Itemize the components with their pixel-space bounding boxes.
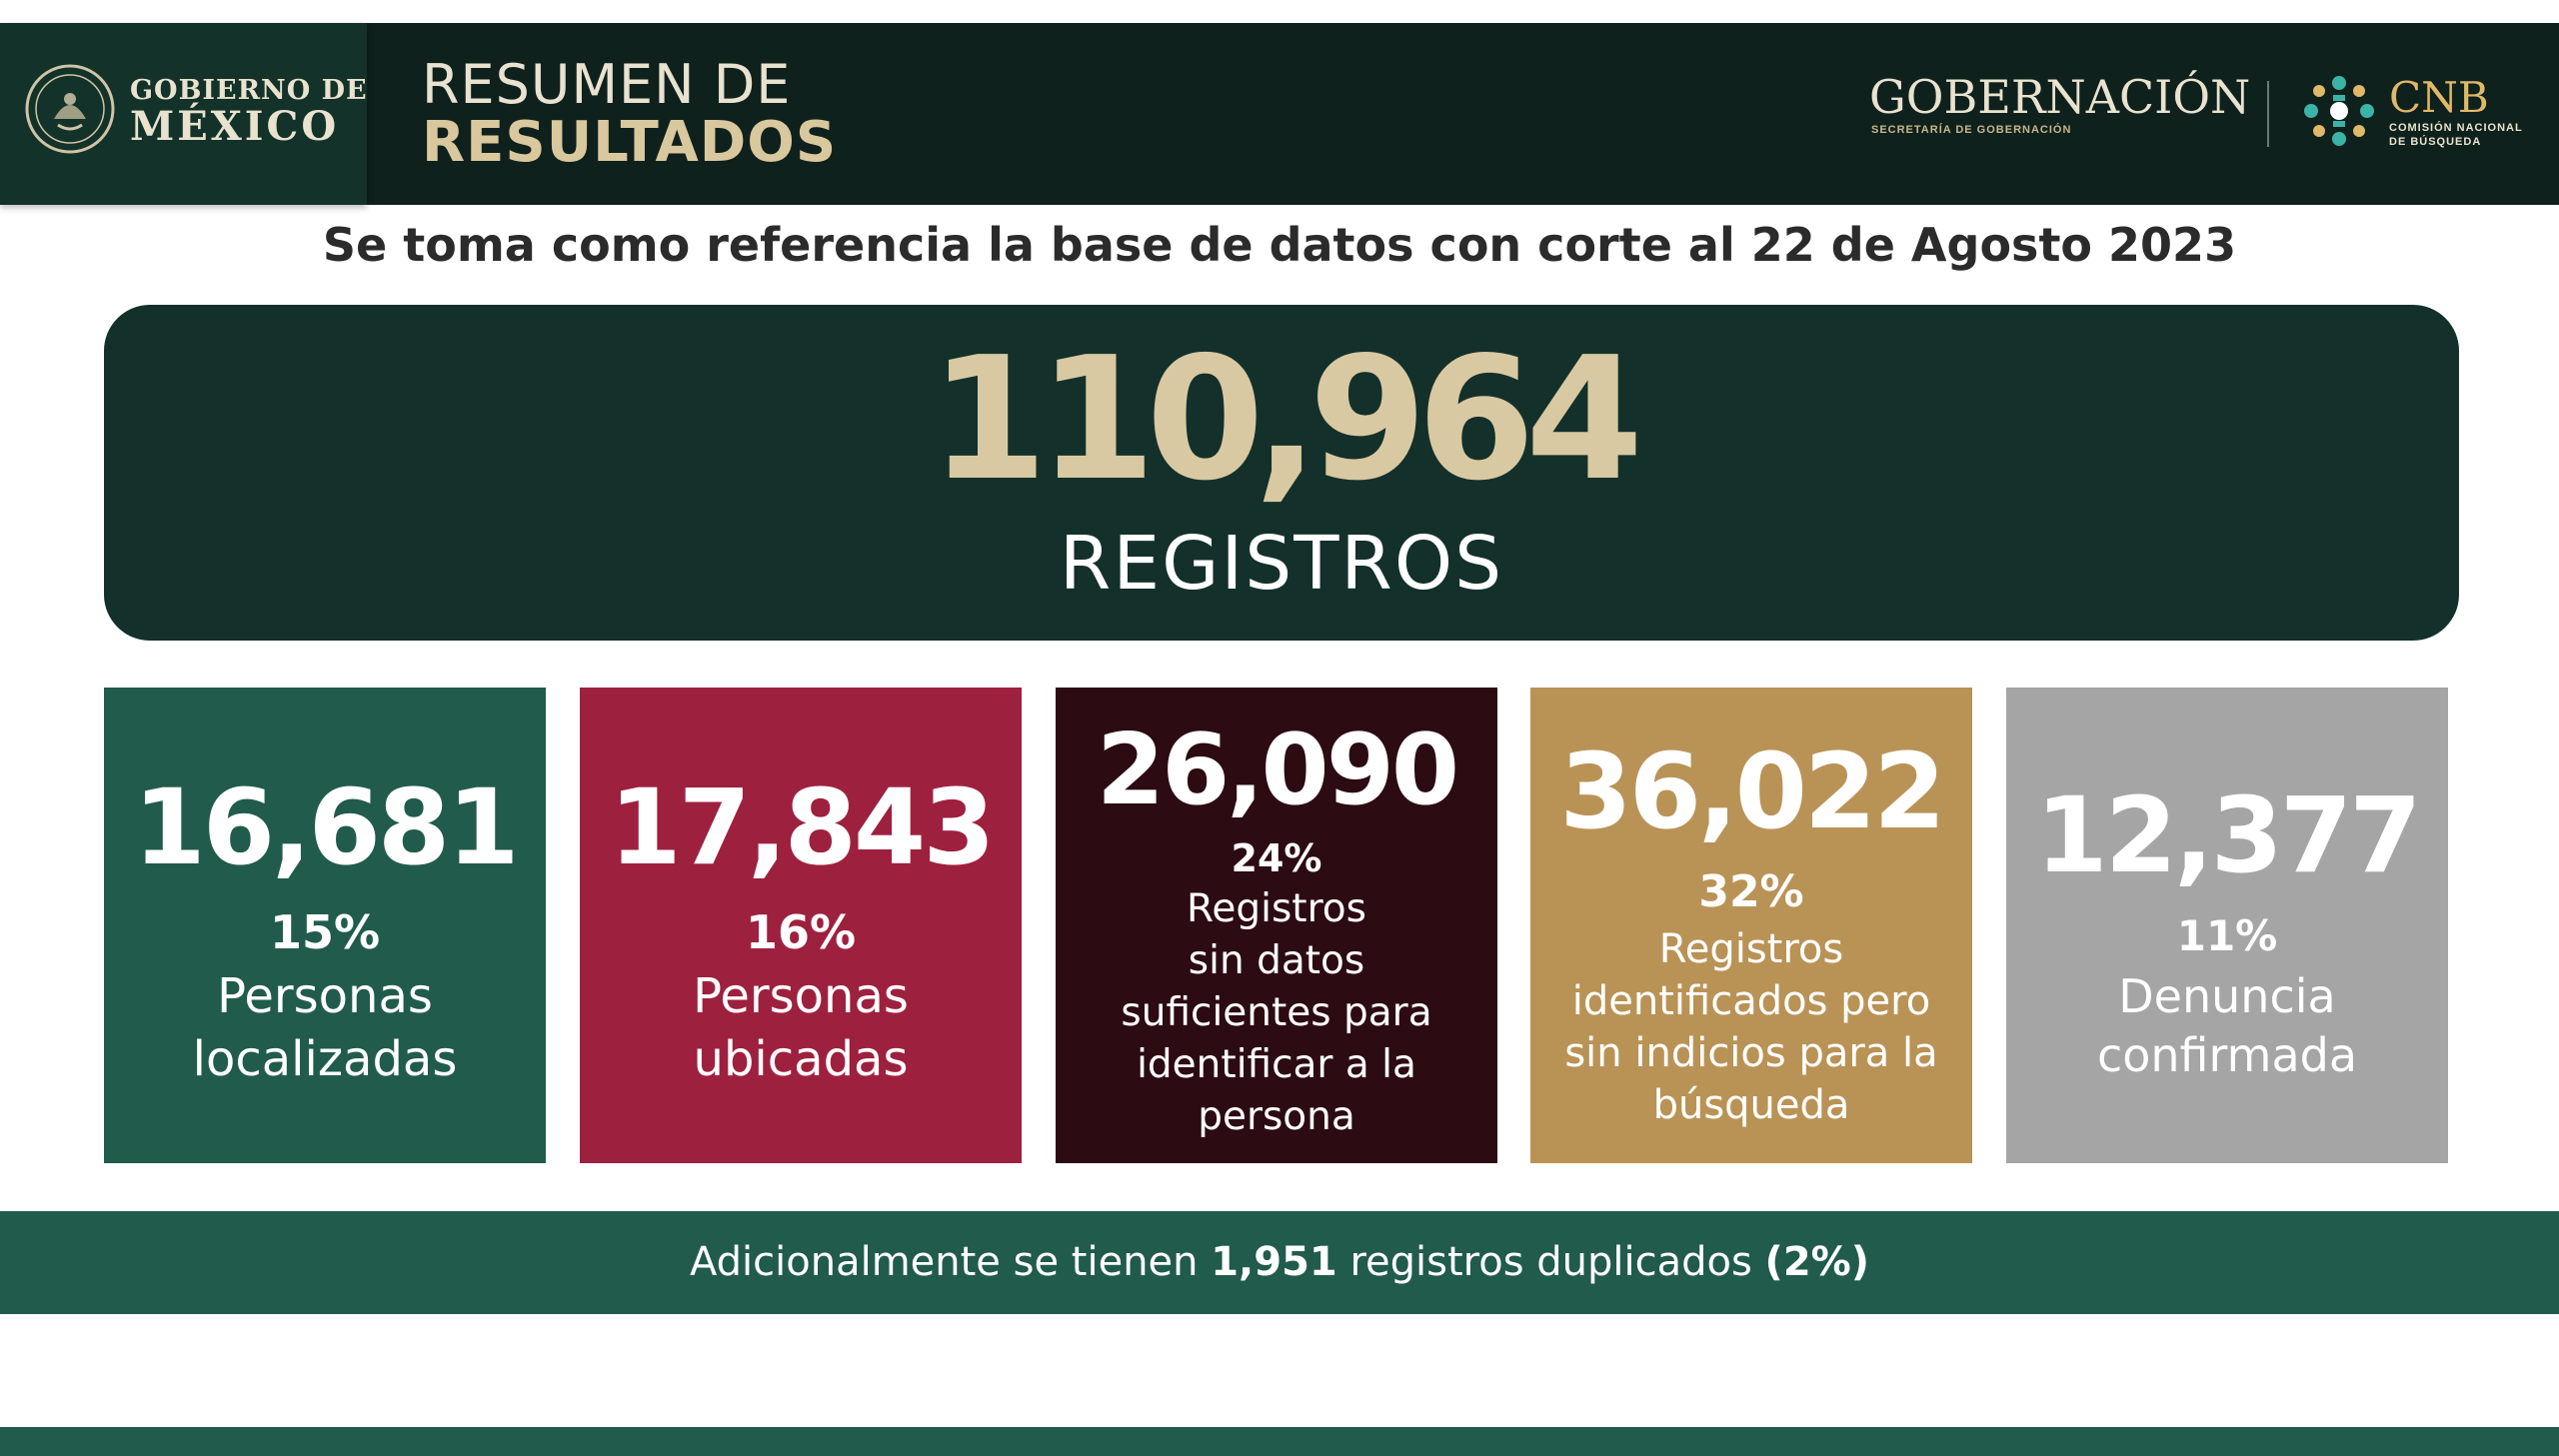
cnb-logo-icon bbox=[2304, 76, 2374, 146]
card-description: Registros identificados pero sin indicio… bbox=[1564, 926, 1938, 1128]
card-percent: 24% bbox=[1231, 836, 1322, 880]
gobierno-de-label: GOBIERNO DE bbox=[130, 75, 368, 106]
card-description: Denuncia confirmada bbox=[2096, 969, 2358, 1082]
header-divider bbox=[2267, 81, 2269, 147]
cnb-subtitle-line2: DE BÚSQUEDA bbox=[2389, 136, 2482, 148]
duplicates-middle: registros duplicados bbox=[1336, 1239, 1765, 1285]
card-denuncia-confirmada: 12,377 11% Denuncia confirmada bbox=[2006, 688, 2448, 1163]
card-personas-ubicadas: 17,843 16% Personas ubicadas bbox=[580, 688, 1022, 1163]
card-percent: 16% bbox=[745, 905, 857, 959]
card-description: Personas ubicadas bbox=[693, 968, 909, 1087]
card-percent: 32% bbox=[1698, 866, 1804, 917]
card-percent: 11% bbox=[2176, 911, 2278, 960]
total-registros-value: 110,964 bbox=[929, 321, 1643, 519]
duplicates-banner: Adicionalmente se tienen 1,951 registros… bbox=[0, 1211, 2559, 1314]
duplicates-prefix: Adicionalmente se tienen bbox=[689, 1239, 1212, 1285]
gobernacion-logo-text: GOBERNACIÓN bbox=[1869, 70, 2251, 124]
gobierno-de-mexico-logo: GOBIERNO DE MÉXICO bbox=[0, 23, 367, 205]
card-description: Registros sin datos suficientes para ide… bbox=[1121, 886, 1432, 1139]
card-value: 36,022 bbox=[1559, 730, 1945, 852]
total-registros-panel: 110,964 REGISTROS bbox=[104, 305, 2459, 641]
card-registros-identificados: 36,022 32% Registros identificados pero … bbox=[1530, 688, 1972, 1163]
card-value: 26,090 bbox=[1096, 714, 1459, 827]
total-registros-label: REGISTROS bbox=[1059, 521, 1504, 607]
card-value: 16,681 bbox=[133, 766, 519, 888]
cnb-subtitle-line1: COMISIÓN NACIONAL bbox=[2389, 122, 2523, 134]
card-value: 12,377 bbox=[2035, 774, 2421, 896]
card-percent: 15% bbox=[269, 905, 381, 959]
coat-of-arms-icon bbox=[25, 64, 115, 154]
duplicates-count: 1,951 bbox=[1211, 1239, 1337, 1285]
secretaria-label: SECRETARÍA DE GOBERNACIÓN bbox=[1871, 124, 2072, 136]
card-description: Personas localizadas bbox=[192, 968, 458, 1087]
card-value: 17,843 bbox=[609, 766, 995, 888]
cnb-logo-text: CNB bbox=[2389, 73, 2489, 122]
card-registros-sin-datos: 26,090 24% Registros sin datos suficient… bbox=[1056, 688, 1497, 1163]
card-personas-localizadas: 16,681 15% Personas localizadas bbox=[104, 688, 546, 1163]
bottom-decorative-band bbox=[0, 1427, 2559, 1456]
mexico-label: MÉXICO bbox=[130, 103, 340, 150]
page-title-line2: RESULTADOS bbox=[422, 110, 838, 175]
reference-date-subtitle: Se toma como referencia la base de datos… bbox=[322, 218, 2237, 272]
duplicates-text: Adicionalmente se tienen 1,951 registros… bbox=[0, 1211, 2559, 1314]
duplicates-percent: (2%) bbox=[1764, 1239, 1870, 1285]
page-title-line1: RESUMEN DE bbox=[422, 53, 792, 116]
header-bar: GOBIERNO DE MÉXICO RESUMEN DE RESULTADOS… bbox=[0, 23, 2559, 205]
